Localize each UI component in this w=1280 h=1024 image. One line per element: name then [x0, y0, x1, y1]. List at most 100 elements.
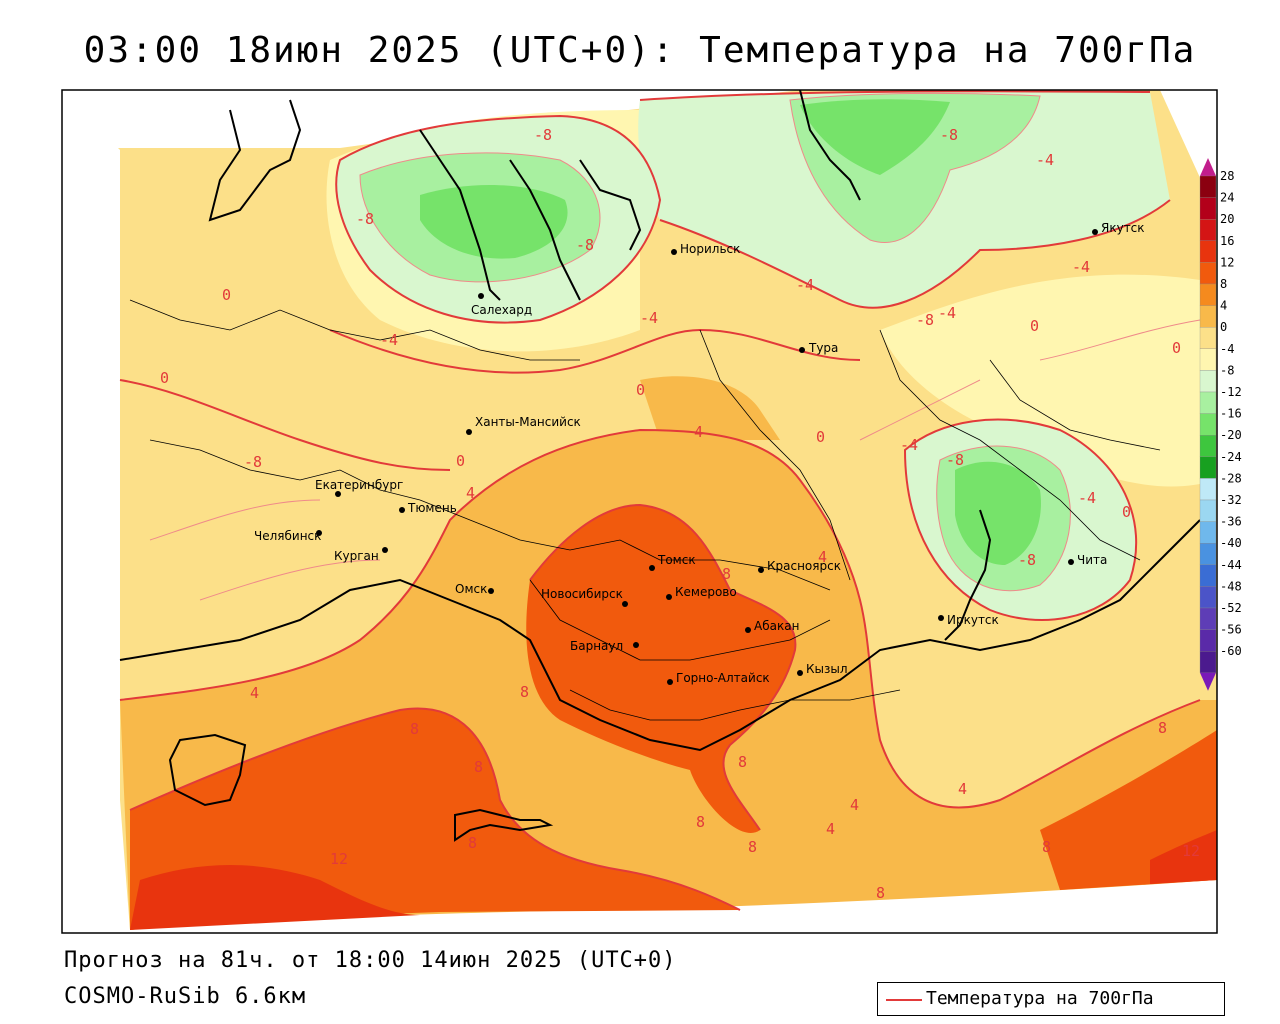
iso-label: -8 [940, 126, 958, 144]
city-marker [1092, 229, 1098, 235]
city-label: Челябинск [254, 529, 321, 543]
colorbar-swatch [1199, 240, 1217, 263]
isoline-labels: -8 -8 -8 -8 -8 -4 -4 -4 -4 -8 -4 0 0 0 0… [160, 126, 1200, 902]
city-label: Новосибирск [541, 587, 623, 601]
iso-label: 0 [160, 369, 169, 387]
colorbar-swatch [1199, 175, 1217, 198]
colorbar: 28 24 20 16 12 8 4 0 -4 -8 -12 -16 -20 -24 -28 -32 -36 -4… [1199, 158, 1242, 691]
city-marker [478, 293, 484, 299]
iso-label: 12 [1182, 842, 1200, 860]
city-label: Ханты-Мансийск [475, 415, 581, 429]
city-marker [745, 627, 751, 633]
colorbar-tick-label: -28 [1220, 471, 1242, 485]
city-marker [649, 565, 655, 571]
zone-cold-baikal-inner [955, 461, 1041, 565]
iso-label: 8 [696, 813, 705, 831]
forecast-info: Прогноз на 81ч. от 18:00 14июн 2025 (UTC… [64, 948, 677, 973]
colorbar-tick-label: -60 [1220, 644, 1242, 658]
city-marker [799, 347, 805, 353]
colorbar-tick-label: 16 [1220, 234, 1234, 248]
iso-label: 8 [520, 683, 529, 701]
city-marker [758, 567, 764, 573]
colorbar-swatch [1199, 543, 1217, 565]
iso-label: 4 [694, 423, 703, 441]
iso-label: 8 [468, 834, 477, 852]
legend-label: Температура на 700гПа [926, 988, 1154, 1009]
colorbar-tick-label: 8 [1220, 277, 1227, 291]
colorbar-swatch [1199, 197, 1217, 220]
iso-label: -4 [1072, 258, 1090, 276]
iso-label: 0 [1172, 339, 1181, 357]
colorbar-tick-label: -36 [1220, 515, 1242, 529]
city-marker [316, 530, 322, 536]
iso-label: 4 [466, 484, 475, 502]
city-marker [399, 507, 405, 513]
colorbar-tick-label: -44 [1220, 558, 1242, 572]
iso-label: 12 [330, 850, 348, 868]
colorbar-tick-label: -24 [1220, 450, 1242, 464]
city-label: Абакан [754, 619, 799, 633]
iso-label: 8 [474, 758, 483, 776]
iso-label: -4 [796, 276, 814, 294]
iso-label: -8 [534, 126, 552, 144]
iso-label: 8 [722, 565, 731, 583]
colorbar-swatch [1199, 629, 1217, 652]
city-marker [1068, 559, 1074, 565]
iso-label: -8 [1018, 551, 1036, 569]
city-label: Норильск [680, 242, 740, 256]
iso-label: 8 [876, 884, 885, 902]
colorbar-swatch [1199, 521, 1217, 544]
colorbar-tick-label: -16 [1220, 407, 1242, 421]
isotherm-thin-lines [149, 92, 1201, 601]
iso-label: 4 [958, 780, 967, 798]
city-marker [667, 679, 673, 685]
colorbar-tick-label: -8 [1220, 363, 1234, 377]
colorbar-swatch [1199, 651, 1217, 673]
city-label: Омск [455, 582, 487, 596]
city-marker [938, 615, 944, 621]
colorbar-swatch [1199, 564, 1217, 587]
colorbar-tick-label: -56 [1220, 623, 1242, 637]
country-border [119, 519, 1201, 752]
colorbar-tick-label: -52 [1220, 601, 1242, 615]
city-label: Курган [334, 549, 379, 563]
colorbar-swatch [1199, 456, 1217, 479]
iso-label: -4 [640, 309, 658, 327]
iso-label: 8 [748, 838, 757, 856]
map-frame [61, 89, 1218, 934]
colorbar-tick-label: -4 [1220, 342, 1234, 356]
city-label: Якутск [1101, 221, 1145, 235]
colorbar-swatch [1199, 305, 1217, 328]
colorbar-swatch [1199, 348, 1217, 371]
city-marker [488, 588, 494, 594]
iso-label: -8 [576, 236, 594, 254]
iso-label: 4 [826, 820, 835, 838]
iso-label: 0 [636, 381, 645, 399]
iso-label: 8 [1158, 719, 1167, 737]
colorbar-swatch [1199, 283, 1217, 306]
city-label: Горно-Алтайск [676, 671, 770, 685]
city-marker [335, 491, 341, 497]
iso-label: 4 [850, 796, 859, 814]
colorbar-swatch [1199, 607, 1217, 630]
colorbar-tick-label: 28 [1220, 169, 1234, 183]
city-label: Иркутск [947, 613, 999, 627]
colorbar-swatch [1199, 586, 1217, 609]
colorbar-tick-label: 0 [1220, 320, 1227, 334]
iso-label: -4 [380, 331, 398, 349]
colorbar-top-arrow [1200, 158, 1216, 176]
iso-label: 4 [250, 684, 259, 702]
colorbar-tick-label: 20 [1220, 212, 1234, 226]
colorbar-swatch [1199, 219, 1217, 241]
iso-label: -8 [244, 453, 262, 471]
zone-light-east [880, 274, 1217, 487]
cities: Якутск Норильск Салехард Тура Ханты-Манс… [254, 221, 1145, 685]
iso-label: 0 [1030, 317, 1039, 335]
colorbar-swatch [1199, 370, 1217, 393]
city-label: Барнаул [570, 639, 623, 653]
colorbar-swatch [1199, 391, 1217, 414]
iso-label: -4 [1078, 489, 1096, 507]
colorbar-tick-label: -12 [1220, 385, 1242, 399]
zone-warm-4-8-islands [640, 376, 780, 440]
